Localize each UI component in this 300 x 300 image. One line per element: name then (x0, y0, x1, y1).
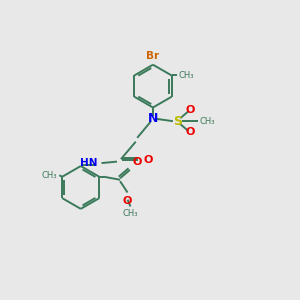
Text: O: O (133, 157, 142, 167)
Text: O: O (185, 128, 194, 137)
Text: CH₃: CH₃ (123, 209, 138, 218)
Text: CH₃: CH₃ (178, 71, 194, 80)
Text: O: O (123, 196, 132, 206)
Text: N: N (148, 112, 158, 125)
Text: HN: HN (80, 158, 98, 168)
Text: O: O (143, 155, 152, 165)
Text: CH₃: CH₃ (200, 117, 215, 126)
Text: CH₃: CH₃ (41, 171, 57, 180)
Text: S: S (173, 115, 182, 128)
Text: O: O (185, 105, 194, 115)
Text: Br: Br (146, 51, 160, 61)
